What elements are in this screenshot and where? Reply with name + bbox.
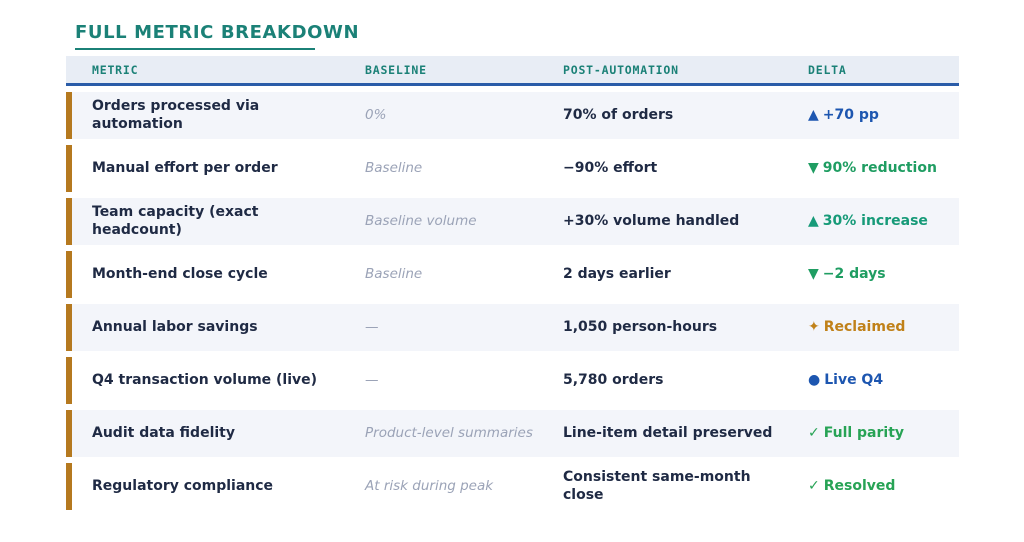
post-automation-cell: Line-item detail preserved [563, 424, 773, 441]
metric-cell: Annual labor savings [92, 318, 258, 335]
metric-cell: Orders processed via automation [92, 98, 260, 132]
post-automation-cell: 2 days earlier [563, 265, 671, 282]
delta-label: Resolved [823, 477, 896, 494]
post-automation-cell: Consistent same-month close [563, 469, 751, 503]
delta-label: +70 pp [822, 106, 879, 123]
table-row: Month-end close cycle Baseline 2 days ea… [66, 251, 959, 298]
delta-cell: ✦ Reclaimed [808, 319, 959, 337]
delta-cell: ● Live Q4 [808, 372, 959, 390]
metric-breakdown-panel: FULL METRIC BREAKDOWN METRIC BASELINE PO… [66, 22, 959, 510]
column-header-post-automation: POST-AUTOMATION [563, 62, 679, 77]
metric-cell: Month-end close cycle [92, 265, 268, 282]
sparkle-icon: ✦ [808, 318, 820, 335]
post-automation-cell: 5,780 orders [563, 371, 664, 388]
table-row: Team capacity (exact headcount) Baseline… [66, 198, 959, 245]
delta-cell: ▲ +70 pp [808, 107, 959, 125]
baseline-cell: — [365, 372, 379, 389]
table-row: Regulatory compliance At risk during pea… [66, 463, 959, 510]
metric-cell: Regulatory compliance [92, 477, 274, 494]
check-icon: ✓ [808, 424, 820, 441]
baseline-cell: 0% [365, 107, 387, 124]
table-row: Orders processed via automation 0% 70% o… [66, 92, 959, 139]
table-body: Orders processed via automation 0% 70% o… [66, 92, 959, 510]
table-row: Q4 transaction volume (live) — 5,780 ord… [66, 357, 959, 404]
table-row: Manual effort per order Baseline −90% ef… [66, 145, 959, 192]
post-automation-cell: 1,050 person-hours [563, 318, 718, 335]
delta-cell: ▲ 30% increase [808, 213, 959, 231]
metric-cell: Q4 transaction volume (live) [92, 371, 318, 388]
column-header-delta: DELTA [808, 62, 847, 77]
live-dot-icon: ● [808, 371, 821, 388]
title-underline [75, 48, 315, 50]
delta-label: 90% reduction [822, 159, 937, 176]
check-icon: ✓ [808, 477, 820, 494]
delta-label: Reclaimed [823, 318, 906, 335]
table-header-row: METRIC BASELINE POST-AUTOMATION DELTA [66, 56, 959, 86]
page-title: FULL METRIC BREAKDOWN [75, 22, 360, 43]
down-triangle-icon: ▼ [808, 159, 819, 176]
column-header-metric: METRIC [92, 62, 139, 77]
post-automation-cell: +30% volume handled [563, 212, 740, 229]
column-header-baseline: BASELINE [365, 62, 427, 77]
metric-cell: Audit data fidelity [92, 424, 235, 441]
baseline-cell: Product-level summaries [365, 425, 533, 442]
table-row: Annual labor savings — 1,050 person-hour… [66, 304, 959, 351]
baseline-cell: — [365, 319, 379, 336]
baseline-cell: At risk during peak [365, 478, 494, 495]
baseline-cell: Baseline [365, 266, 423, 283]
delta-cell: ✓ Full parity [808, 425, 959, 443]
delta-label: −2 days [822, 265, 886, 282]
up-triangle-icon: ▲ [808, 106, 819, 123]
delta-label: Live Q4 [824, 371, 884, 388]
post-automation-cell: −90% effort [563, 159, 658, 176]
delta-label: 30% increase [822, 212, 928, 229]
delta-cell: ▼ 90% reduction [808, 160, 959, 178]
metric-cell: Team capacity (exact headcount) [92, 204, 259, 238]
delta-label: Full parity [823, 424, 905, 441]
metric-cell: Manual effort per order [92, 159, 278, 176]
down-triangle-icon: ▼ [808, 265, 819, 282]
table-row: Audit data fidelity Product-level summar… [66, 410, 959, 457]
up-triangle-icon: ▲ [808, 212, 819, 229]
delta-cell: ▼ −2 days [808, 266, 959, 284]
baseline-cell: Baseline [365, 160, 423, 177]
post-automation-cell: 70% of orders [563, 106, 674, 123]
baseline-cell: Baseline volume [365, 213, 477, 230]
delta-cell: ✓ Resolved [808, 478, 959, 496]
